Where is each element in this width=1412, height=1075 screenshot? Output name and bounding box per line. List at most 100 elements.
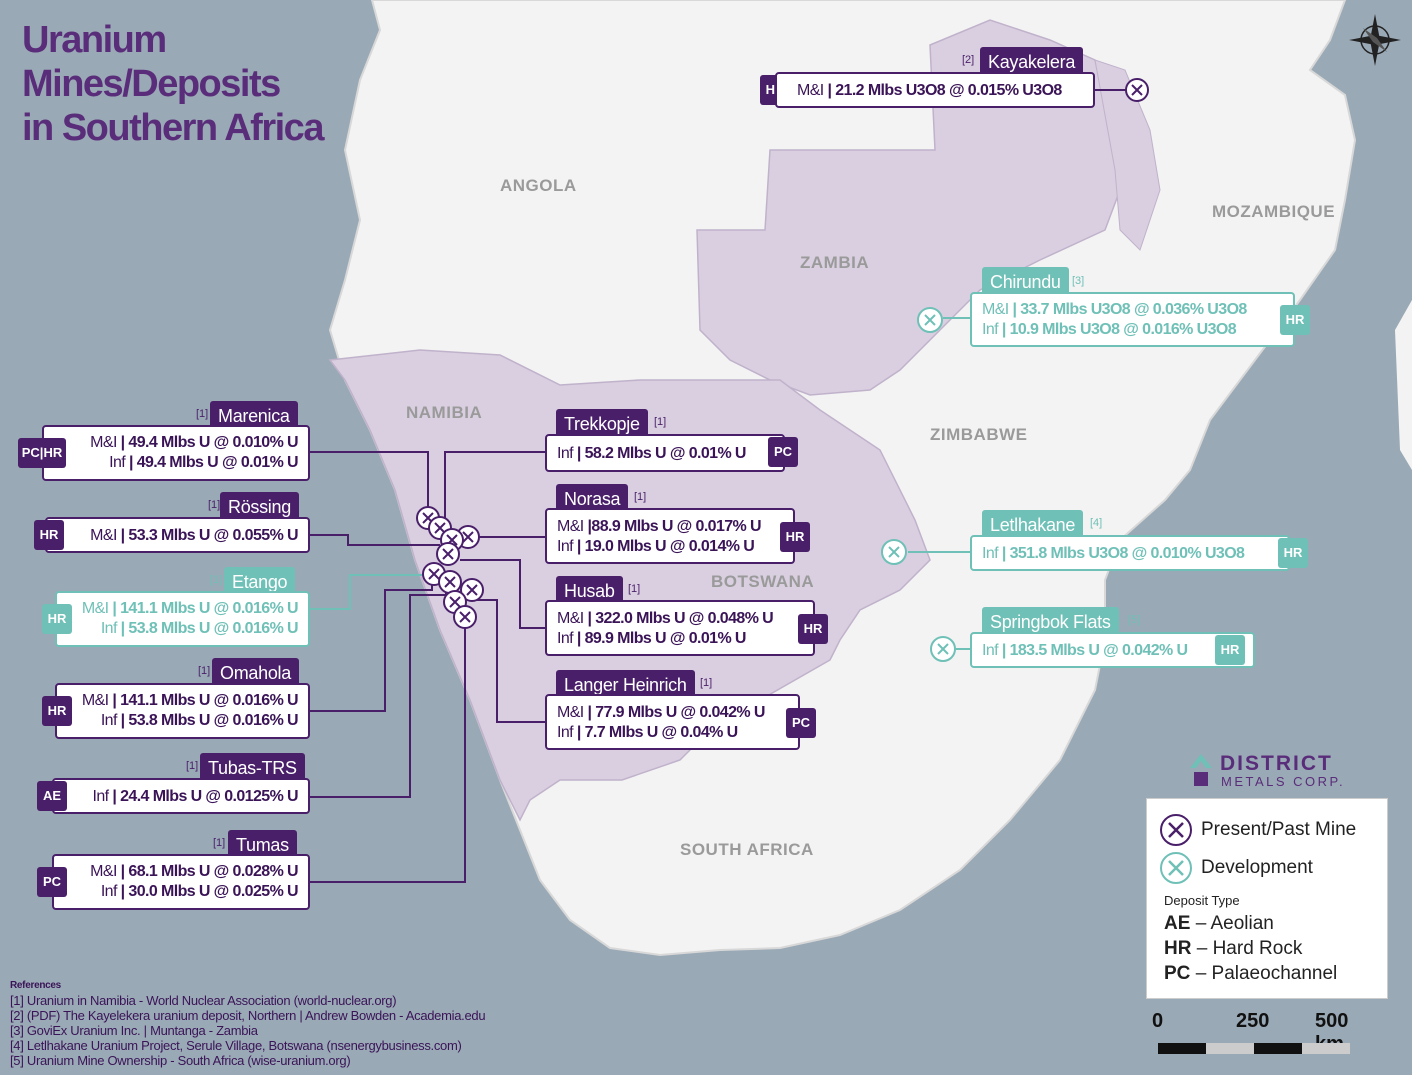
resource-label: Inf	[100, 883, 118, 900]
logo-mark-icon	[1190, 754, 1212, 786]
deposit-box-omahola: M&I | 141.1 Mlbs U @ 0.016% U Inf | 53.8…	[55, 683, 310, 739]
present-mine-icon	[436, 542, 460, 566]
title-line-1: Uranium	[22, 19, 167, 61]
deposit-box-tubas-trs: Inf | 24.4 Mlbs U @ 0.0125% U	[52, 778, 310, 814]
deposit-box-springbok-flats: Inf | 183.5 Mlbs U @ 0.042% U	[970, 632, 1255, 668]
legend-code: AE	[1164, 913, 1191, 934]
resource-value: 24.4 Mlbs U @ 0.0125% U	[120, 788, 298, 805]
deposit-type-tag: PC|HR	[18, 438, 66, 468]
reference-item: [1] Uranium in Namibia - World Nuclear A…	[10, 993, 397, 1008]
deposit-type-tag: HR	[34, 520, 64, 550]
resource-label: M&I	[982, 301, 1009, 318]
map-title: Uranium Mines/Deposits in Southern Afric…	[22, 18, 382, 150]
development-legend-icon	[1160, 852, 1192, 884]
legend-code: HR	[1164, 938, 1192, 959]
ref-springbok-flats: [5]	[1128, 614, 1141, 626]
present-mine-icon	[438, 570, 462, 594]
ref-langer-heinrich: [1]	[700, 677, 713, 689]
deposit-type-tag: PC	[37, 867, 67, 897]
country-label-angola: ANGOLA	[500, 176, 577, 195]
resource-label: M&I	[81, 692, 109, 709]
deposit-type-tag: HR	[1278, 538, 1308, 568]
deposit-box-kayakelera: M&I | 21.2 Mlbs U3O8 @ 0.015% U3O8	[775, 72, 1095, 108]
deposit-box-etango: M&I | 141.1 Mlbs U @ 0.016% U Inf | 53.8…	[55, 591, 310, 647]
deposit-type-tag: HR	[1280, 305, 1310, 335]
deposit-type-tag: HR	[42, 696, 72, 726]
resource-value: 77.9 Mlbs U @ 0.042% U	[595, 704, 765, 721]
resource-label: M&I	[557, 610, 584, 627]
resource-value: 10.9 Mlbs U3O8 @ 0.016% U3O8	[1009, 321, 1237, 338]
resource-label: Inf	[557, 445, 574, 462]
resource-value: 49.4 Mlbs U @ 0.01% U	[136, 454, 299, 471]
resource-value: 322.0 Mlbs U @ 0.048% U	[595, 610, 774, 627]
ref-letlhakane: [4]	[1090, 517, 1103, 529]
resource-value: 89.9 Mlbs U @ 0.01% U	[584, 630, 747, 647]
present-mine-icon	[460, 578, 484, 602]
resource-value: 141.1 Mlbs U @ 0.016% U	[120, 692, 298, 709]
resource-value: 30.0 Mlbs U @ 0.025% U	[128, 883, 298, 900]
country-label-south-africa: SOUTH AFRICA	[680, 840, 814, 859]
ref-tumas: [1]	[213, 837, 226, 849]
legend-development: Development	[1201, 857, 1313, 878]
resource-value: 53.3 Mlbs U @ 0.055% U	[128, 527, 298, 544]
deposit-box-langer-heinrich: M&I | 77.9 Mlbs U @ 0.042% U Inf | 7.7 M…	[545, 694, 800, 750]
resource-label: Inf	[100, 712, 118, 729]
deposit-type-tag: PC	[768, 437, 798, 467]
development-mine-icon	[881, 539, 907, 565]
references: References [1] Uranium in Namibia - Worl…	[10, 978, 486, 1068]
ref-norasa: [1]	[634, 491, 647, 503]
reference-item: [2] (PDF) The Kayelekera uranium deposit…	[10, 1008, 486, 1023]
resource-label: M&I	[557, 704, 584, 721]
resource-value: 53.8 Mlbs U @ 0.016% U	[128, 620, 298, 637]
resource-label: M&I	[81, 600, 109, 617]
mine-markers	[416, 78, 1149, 662]
resource-label: Inf	[557, 538, 574, 555]
deposit-type-tag: AE	[37, 781, 67, 811]
resource-value: 19.0 Mlbs U @ 0.014% U	[584, 538, 755, 555]
resource-label: M&I	[90, 434, 117, 451]
present-mine-icon	[1125, 78, 1149, 102]
legend-code: PC	[1164, 963, 1191, 984]
deposit-box-marenica: M&I | 49.4 Mlbs U @ 0.010% U Inf | 49.4 …	[42, 425, 310, 481]
resource-value: 53.8 Mlbs U @ 0.016% U	[128, 712, 298, 729]
ref-chirundu: [3]	[1072, 275, 1085, 287]
title-line-3: in Southern Africa	[22, 107, 324, 149]
resource-value: 88.9 Mlbs U @ 0.017% U	[591, 518, 761, 535]
compass-rose-icon	[1349, 14, 1401, 66]
deposit-box-norasa: M&I |88.9 Mlbs U @ 0.017% U Inf | 19.0 M…	[545, 508, 795, 564]
reference-item: [3] GoviEx Uranium Inc. | Muntanga - Zam…	[10, 1023, 258, 1038]
resource-label: M&I	[90, 863, 117, 880]
present-mine-icon	[453, 605, 477, 629]
resource-label: Inf	[100, 620, 118, 637]
resource-label: M&I	[90, 527, 117, 544]
resource-value: 351.8 Mlbs U3O8 @ 0.010% U3O8	[1009, 545, 1245, 562]
deposit-type-tag: HR	[42, 604, 72, 634]
country-label-zambia: ZAMBIA	[800, 253, 870, 272]
resource-label: Inf	[109, 454, 126, 471]
resource-value: 21.2 Mlbs U3O8 @ 0.015% U3O8	[835, 82, 1062, 99]
resource-label: Inf	[557, 724, 574, 741]
resource-value: 7.7 Mlbs U @ 0.04% U	[584, 724, 739, 741]
legend-code-label: – Palaeochannel	[1195, 963, 1338, 984]
resource-value: 49.4 Mlbs U @ 0.010% U	[128, 434, 298, 451]
legend-deposit-type-heading: Deposit Type	[1164, 893, 1240, 908]
title-line-2: Mines/Deposits	[22, 63, 281, 105]
resource-value: 141.1 Mlbs U @ 0.016% U	[120, 600, 298, 617]
development-mine-icon	[930, 636, 956, 662]
ref-rossing: [1]	[208, 499, 221, 511]
country-label-mozambique: MOZAMBIQUE	[1212, 202, 1336, 221]
resource-label: M&I	[797, 82, 824, 99]
reference-item: [4] Letlhakane Uranium Project, Serule V…	[10, 1038, 462, 1053]
logo-subtitle: METALS CORP.	[1221, 774, 1346, 789]
development-mine-icon	[917, 307, 943, 333]
deposit-type-tag: HR	[780, 522, 810, 552]
deposit-box-husab: M&I | 322.0 Mlbs U @ 0.048% U Inf | 89.9…	[545, 600, 815, 656]
scale-label-0: 0	[1152, 1010, 1164, 1032]
deposit-type-tag: HR	[798, 614, 828, 644]
deposit-box-letlhakane: Inf | 351.8 Mlbs U3O8 @ 0.010% U3O8	[970, 535, 1290, 571]
resource-value: 33.7 Mlbs U3O8 @ 0.036% U3O8	[1020, 301, 1247, 318]
country-label-zimbabwe: ZIMBABWE	[930, 425, 1028, 444]
resource-value: 183.5 Mlbs U @ 0.042% U	[1009, 642, 1188, 659]
deposit-box-rossing: M&I | 53.3 Mlbs U @ 0.055% U	[45, 517, 310, 553]
legend-code-label: – Aeolian	[1195, 913, 1274, 934]
